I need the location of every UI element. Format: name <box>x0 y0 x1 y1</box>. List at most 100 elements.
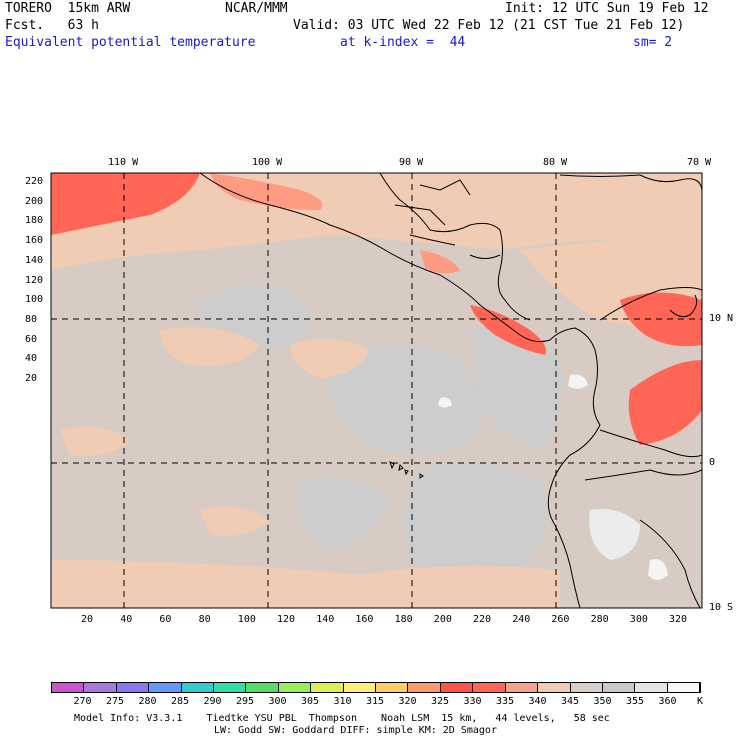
organization: NCAR/MMM <box>225 1 288 16</box>
colorbar-swatch <box>473 683 506 692</box>
colorbar-label: 290 <box>203 696 222 707</box>
colorbar-swatch <box>214 683 247 692</box>
colorbar-label: 315 <box>366 696 385 707</box>
y-tick-label: 220 <box>25 176 44 187</box>
colorbar-swatch <box>116 683 150 692</box>
tan-patch-3 <box>60 426 130 456</box>
x-tick-label: 280 <box>590 614 609 625</box>
light-spot-1 <box>568 374 588 389</box>
colorbar <box>51 682 701 693</box>
x-tick-label: 80 <box>198 614 211 625</box>
colorbar-label: 305 <box>301 696 320 707</box>
colorbar-label: 300 <box>268 696 287 707</box>
colorbar-label: 355 <box>626 696 645 707</box>
warm-costa-rica <box>470 305 546 355</box>
x-tick-label: 120 <box>277 614 296 625</box>
y-tick-label: 100 <box>25 294 44 306</box>
y-tick-label: 120 <box>25 274 44 286</box>
colorbar-swatch <box>408 683 441 692</box>
lon-label-80w: 80 W <box>543 157 568 168</box>
x-tick-label: 180 <box>394 614 413 625</box>
lon-label-100w: 100 W <box>252 157 283 168</box>
colorbar-label: 295 <box>236 696 255 707</box>
colorbar-label: 320 <box>398 696 417 707</box>
warm-honduras <box>420 250 460 274</box>
light-spot-3 <box>648 559 668 580</box>
colorbar-swatch <box>311 683 344 692</box>
colorbar-swatch <box>84 683 117 692</box>
x-tick-label: 140 <box>316 614 335 625</box>
x-tick-label: 160 <box>355 614 374 625</box>
x-tick-label: 260 <box>551 614 570 625</box>
colorbar-label: 340 <box>528 696 547 707</box>
x-tick-label: 200 <box>433 614 452 625</box>
coastlines <box>199 173 702 608</box>
tan-patch-2 <box>290 338 370 378</box>
colorbar-label: 270 <box>73 696 92 707</box>
x-tick-label: 240 <box>512 614 531 625</box>
colorbar-swatch <box>440 683 474 692</box>
colorbar-label: 350 <box>593 696 612 707</box>
y-tick-label: 40 <box>25 353 38 365</box>
lon-label-90w: 90 W <box>399 157 424 168</box>
level-index: at k-index = 44 <box>340 35 466 50</box>
colorbar-label: 325 <box>431 696 450 707</box>
x-tick-label: 300 <box>629 614 648 625</box>
graticule <box>51 173 702 608</box>
grey-patch-2 <box>328 345 483 455</box>
tan-patch-4 <box>200 506 270 536</box>
colorbar-swatch <box>52 683 85 692</box>
x-tick-label: 40 <box>120 614 133 625</box>
warm-mexico-coast <box>210 173 323 210</box>
colorbar-label: 285 <box>171 696 190 707</box>
grey-patch-5 <box>298 477 390 550</box>
colorbar-swatch <box>570 683 603 692</box>
colorbar-swatch <box>538 683 571 692</box>
colorbar-swatch <box>181 683 215 692</box>
warm-colombia <box>628 360 702 445</box>
colorbar-swatch <box>505 683 539 692</box>
x-tick-label: 100 <box>237 614 256 625</box>
y-tick-label: 160 <box>25 235 44 247</box>
lat-label-10s: 10 S <box>709 602 734 613</box>
colorbar-swatch <box>376 683 409 692</box>
tan-north <box>51 173 702 270</box>
colorbar-swatch <box>278 683 312 692</box>
warm-nw <box>51 173 200 235</box>
colorbar-label: 310 <box>333 696 352 707</box>
tan-south <box>51 560 560 608</box>
colorbar-label: 280 <box>138 696 157 707</box>
y-tick-label: 60 <box>25 333 38 345</box>
y-tick-label: 180 <box>25 215 44 227</box>
colorbar-label: 345 <box>561 696 580 707</box>
valid-time: Valid: 03 UTC Wed 22 Feb 12 (21 CST Tue … <box>293 18 685 33</box>
forecast-hour: Fcst. 63 h <box>5 18 99 33</box>
colorbar-label: 275 <box>106 696 125 707</box>
y-tick-label: 80 <box>25 313 38 325</box>
x-tick-label: 60 <box>159 614 172 625</box>
y-tick-label: 20 <box>25 373 38 384</box>
map-frame <box>50 172 703 609</box>
x-tick-label: 320 <box>669 614 688 625</box>
smoothing: sm= 2 <box>633 35 673 50</box>
colorbar-swatch <box>667 683 701 692</box>
colorbar-label: 360 <box>658 696 677 707</box>
x-tick-label: 20 <box>81 614 94 625</box>
physics-info: LW: Godd SW: Goddard DIFF: simple KM: 2D… <box>214 725 497 736</box>
lat-label-10n: 10 N <box>709 313 734 324</box>
colorbar-swatch <box>246 683 279 692</box>
lon-label-110w: 110 W <box>108 157 139 168</box>
model-info: Model Info: V3.3.1 Tiedtke YSU PBL Thomp… <box>74 713 610 724</box>
colorbar-label: 330 <box>463 696 482 707</box>
colorbar-swatch <box>635 683 668 692</box>
y-tick-label: 140 <box>25 254 44 266</box>
grey-patch-4 <box>470 328 563 450</box>
light-spot-2 <box>438 397 452 408</box>
colorbar-swatch <box>343 683 377 692</box>
colorbar-label: 335 <box>496 696 515 707</box>
tan-patch-1 <box>160 327 260 366</box>
model-name: TORERO 15km ARW <box>5 1 131 16</box>
grey-patch-3 <box>402 462 547 578</box>
lon-label-70w: 70 W <box>687 157 712 168</box>
